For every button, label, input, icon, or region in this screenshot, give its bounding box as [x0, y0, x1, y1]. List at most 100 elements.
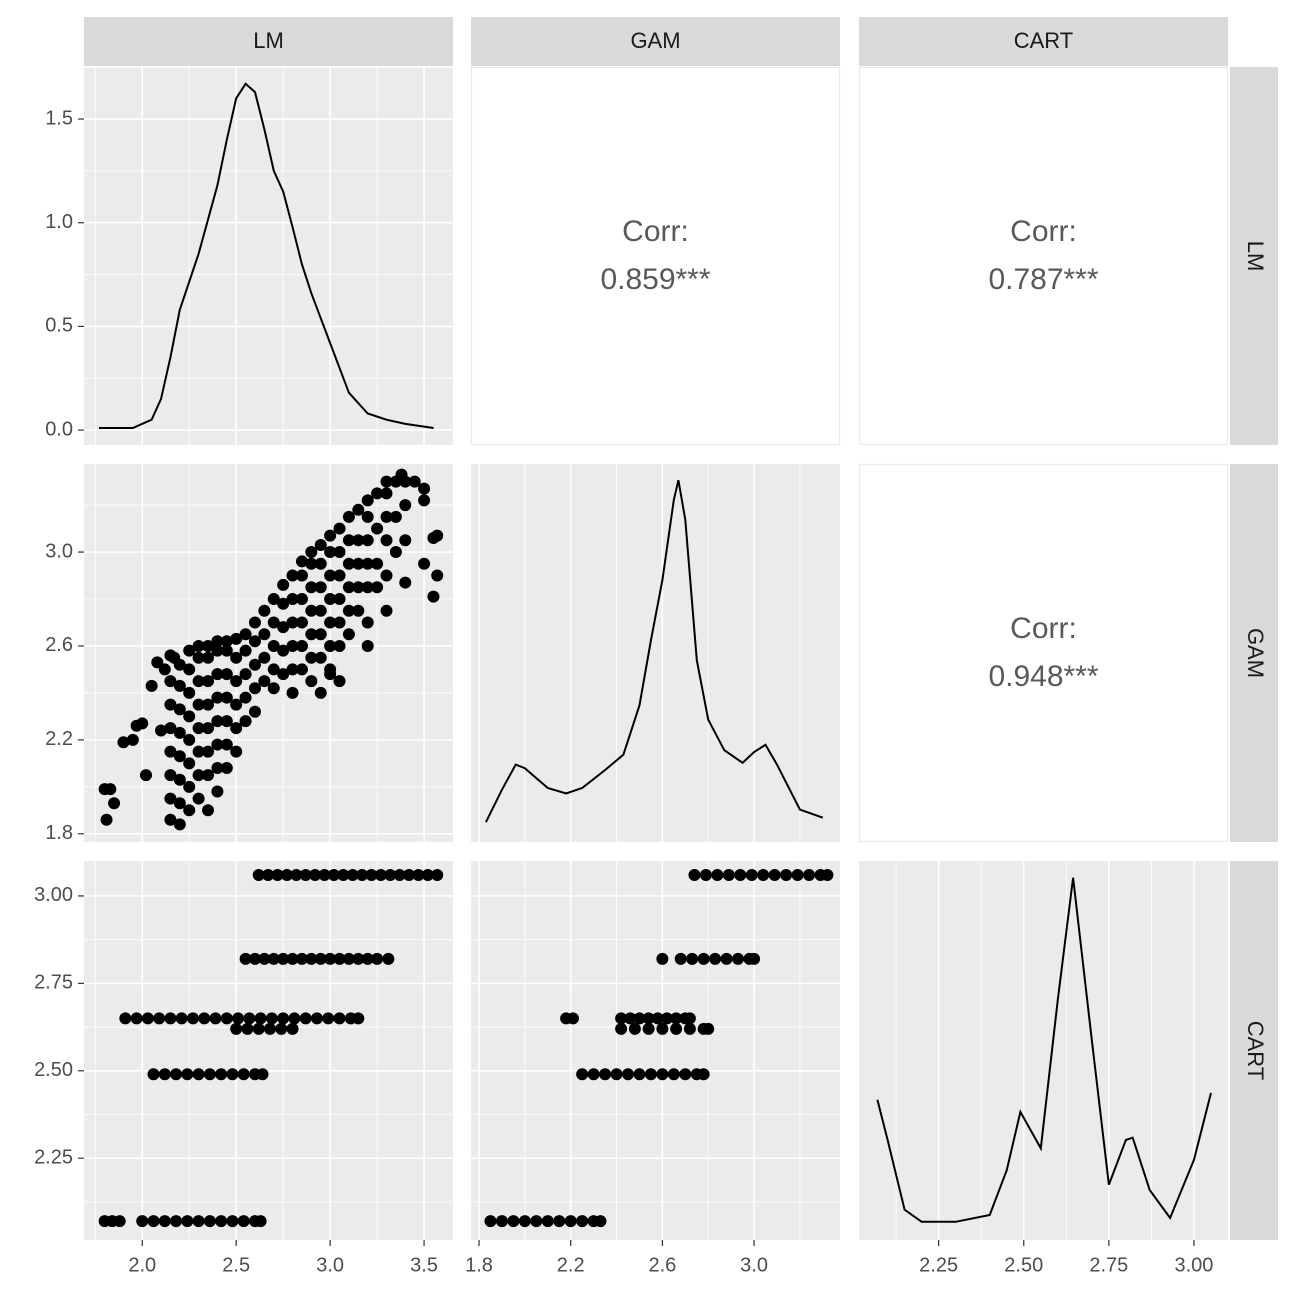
point: [327, 868, 340, 881]
point: [265, 1012, 278, 1025]
point: [173, 658, 186, 671]
point: [113, 1215, 126, 1228]
y-tick-label: 3.0: [45, 540, 73, 562]
point: [183, 780, 196, 793]
point: [305, 628, 318, 641]
point: [155, 724, 168, 737]
point: [711, 868, 724, 881]
point: [709, 952, 722, 965]
point: [258, 628, 271, 641]
point: [431, 529, 444, 542]
point: [403, 868, 416, 881]
point: [220, 668, 233, 681]
point: [295, 663, 308, 676]
y-tick-label: 1.0: [45, 211, 73, 233]
point: [821, 868, 834, 881]
point: [173, 726, 186, 739]
point: [642, 1012, 655, 1025]
point: [164, 813, 177, 826]
point: [295, 952, 308, 965]
strip-label: LM: [1243, 241, 1268, 272]
point: [324, 593, 337, 605]
point: [286, 952, 299, 965]
point: [286, 663, 299, 676]
point: [305, 675, 318, 688]
point: [305, 651, 318, 664]
point: [615, 1022, 628, 1035]
density-line: [485, 479, 824, 823]
point: [324, 569, 337, 582]
point: [683, 1012, 696, 1025]
point: [342, 534, 355, 547]
point: [192, 1068, 205, 1081]
point: [333, 952, 346, 965]
point: [220, 635, 233, 648]
point: [431, 868, 444, 881]
point: [389, 546, 402, 559]
point: [211, 738, 224, 751]
point: [670, 1012, 683, 1025]
point: [241, 1022, 254, 1035]
point: [380, 487, 393, 500]
point: [264, 1022, 277, 1035]
point: [324, 529, 337, 542]
point: [230, 722, 243, 735]
point: [305, 604, 318, 617]
panel: [471, 861, 840, 1240]
point: [203, 1068, 216, 1081]
point: [399, 534, 412, 547]
point: [564, 1215, 577, 1228]
point: [237, 1068, 250, 1081]
point: [656, 1022, 669, 1035]
point: [699, 868, 712, 881]
corr-value: 0.787***: [988, 263, 1098, 296]
point: [314, 539, 327, 551]
y-tick-label: 0.5: [45, 315, 73, 337]
point: [342, 557, 355, 570]
point: [230, 675, 243, 688]
point: [322, 1012, 335, 1025]
point: [380, 475, 393, 488]
point: [418, 557, 431, 570]
point: [371, 952, 384, 965]
point: [211, 691, 224, 704]
point: [243, 1012, 256, 1025]
x-tick-label: 2.6: [648, 1254, 676, 1276]
point: [352, 503, 365, 516]
point: [258, 604, 271, 617]
point: [610, 1068, 623, 1081]
point: [230, 632, 243, 645]
point: [275, 1022, 288, 1035]
point: [248, 705, 261, 718]
point: [192, 769, 205, 782]
point: [220, 1012, 233, 1025]
point: [277, 952, 290, 965]
point: [674, 952, 687, 965]
x-tick-label: 3.0: [316, 1254, 344, 1276]
point: [211, 635, 224, 648]
point: [399, 576, 412, 589]
point: [173, 703, 186, 716]
corr-label: Corr:: [1010, 612, 1077, 645]
point: [237, 1215, 250, 1228]
point: [333, 569, 346, 582]
point: [380, 604, 393, 617]
point: [314, 604, 327, 617]
point: [183, 686, 196, 699]
point: [288, 1012, 301, 1025]
point: [295, 569, 308, 582]
point: [380, 534, 393, 547]
point: [192, 1215, 205, 1228]
point: [248, 682, 261, 695]
point: [140, 769, 153, 782]
point: [215, 1215, 228, 1228]
point: [352, 534, 365, 547]
point: [164, 698, 177, 711]
point: [412, 868, 425, 881]
point: [507, 1215, 520, 1228]
point: [170, 1215, 183, 1228]
point: [202, 804, 215, 817]
point: [576, 1215, 589, 1228]
point: [384, 868, 397, 881]
point: [361, 952, 374, 965]
